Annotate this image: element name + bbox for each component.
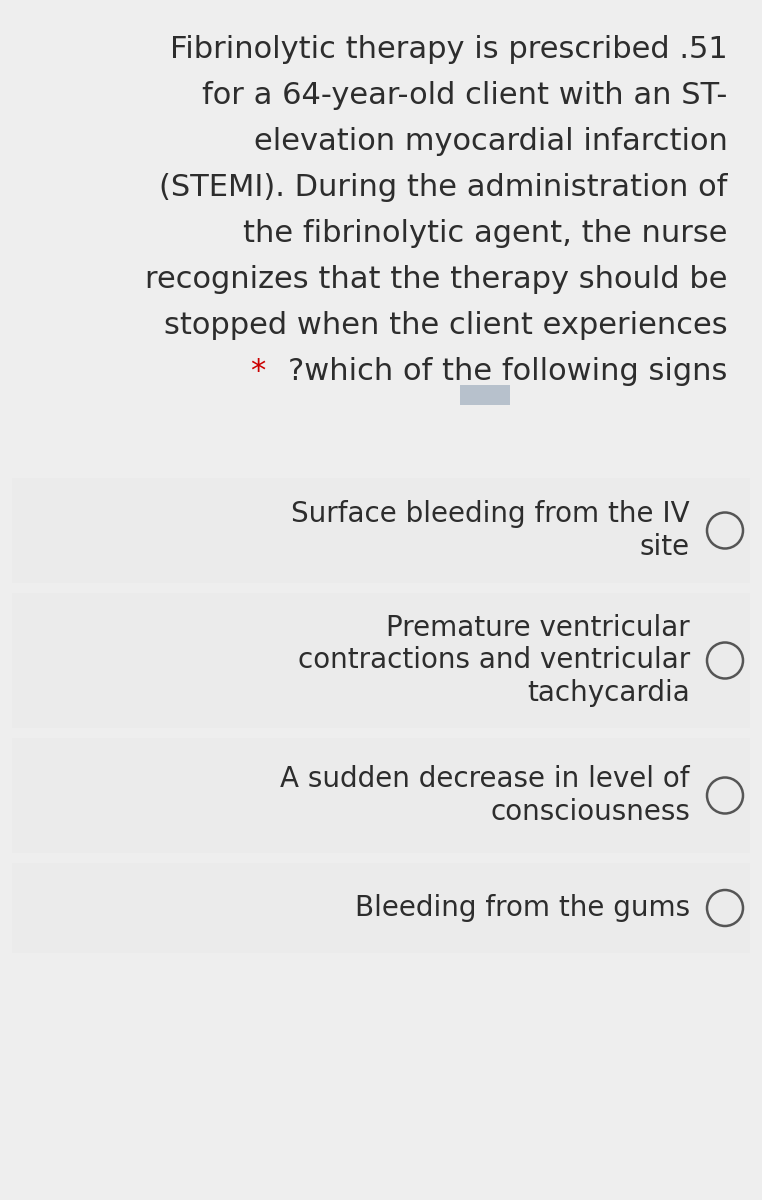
Text: recognizes that the therapy should be: recognizes that the therapy should be <box>146 265 728 294</box>
Text: Fibrinolytic therapy is prescribed .51: Fibrinolytic therapy is prescribed .51 <box>170 35 728 64</box>
FancyBboxPatch shape <box>12 478 750 583</box>
FancyBboxPatch shape <box>460 385 510 404</box>
Text: for a 64-year-old client with an ST-: for a 64-year-old client with an ST- <box>203 80 728 110</box>
FancyBboxPatch shape <box>12 863 750 953</box>
FancyBboxPatch shape <box>12 593 750 728</box>
Text: Bleeding from the gums: Bleeding from the gums <box>355 894 690 922</box>
Text: (STEMI). During the administration of: (STEMI). During the administration of <box>159 173 728 202</box>
Text: elevation myocardial infarction: elevation myocardial infarction <box>254 127 728 156</box>
FancyBboxPatch shape <box>12 738 750 853</box>
Text: Surface bleeding from the IV
site: Surface bleeding from the IV site <box>291 500 690 560</box>
Text: *: * <box>251 358 276 386</box>
Text: Premature ventricular
contractions and ventricular
tachycardia: Premature ventricular contractions and v… <box>298 614 690 707</box>
Text: ?which of the following signs: ?which of the following signs <box>288 358 728 386</box>
Text: the fibrinolytic agent, the nurse: the fibrinolytic agent, the nurse <box>243 218 728 248</box>
Text: A sudden decrease in level of
consciousness: A sudden decrease in level of consciousn… <box>280 766 690 826</box>
Text: stopped when the client experiences: stopped when the client experiences <box>164 311 728 340</box>
